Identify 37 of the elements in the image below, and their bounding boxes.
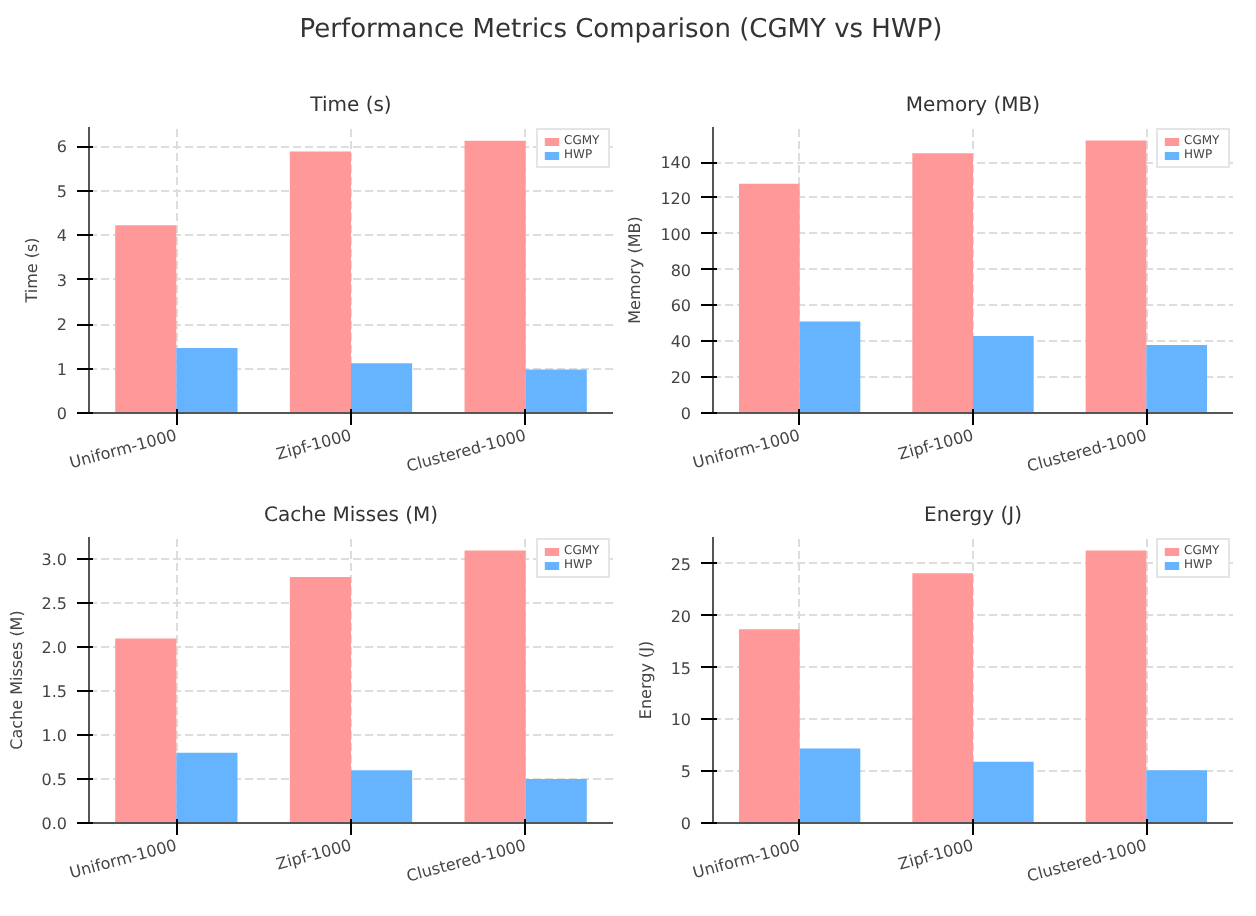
y-tick-label: 0 <box>680 815 692 833</box>
y-axis-title: Time (s) <box>22 237 41 305</box>
chart-title: Cache Misses (M) <box>263 505 439 527</box>
chart-title: Time (s) <box>308 95 392 117</box>
y-tick-label: 0 <box>56 405 68 423</box>
y-tick-label: 120 <box>660 189 692 208</box>
chart-title: Memory (MB) <box>905 95 1041 117</box>
y-tick-label: 1 <box>56 360 68 379</box>
y-tick-label: 3 <box>56 271 68 290</box>
y-tick-label: 0 <box>680 405 692 423</box>
y-tick-label: 3.0 <box>41 551 68 570</box>
y-tick-label: 4 <box>56 227 68 246</box>
y-tick-label: 1.5 <box>41 683 68 702</box>
y-tick-label: 0.0 <box>41 815 68 833</box>
y-tick-label: 15 <box>670 659 692 678</box>
y-tick-label: 2.5 <box>41 595 68 614</box>
y-tick-label: 6 <box>56 138 68 157</box>
text: Performance Metrics Comparison (CGMY vs HWP) <box>299 15 943 45</box>
y-tick-label: 1.0 <box>41 727 68 746</box>
y-axis-title: Energy (J) <box>636 640 655 720</box>
y-tick-label: 0.5 <box>41 771 68 790</box>
chart-title: Energy (J) <box>924 505 1023 527</box>
y-tick-label: 100 <box>660 225 692 244</box>
y-tick-label: 20 <box>670 607 692 626</box>
y-tick-label: 2 <box>56 316 68 335</box>
y-tick-label: 2.0 <box>41 639 68 658</box>
y-tick-label: 140 <box>660 154 692 173</box>
y-tick-label: 20 <box>670 369 692 388</box>
y-tick-label: 10 <box>670 711 692 730</box>
y-tick-label: 60 <box>670 297 692 316</box>
y-tick-label: 40 <box>670 333 692 352</box>
y-tick-label: 5 <box>56 182 68 201</box>
y-tick-label: 5 <box>680 763 692 782</box>
y-axis-title: Memory (MB) <box>626 216 645 324</box>
y-tick-label: 25 <box>670 555 692 574</box>
y-tick-label: 80 <box>670 261 692 280</box>
y-axis-title: Cache Misses (M) <box>7 610 26 750</box>
